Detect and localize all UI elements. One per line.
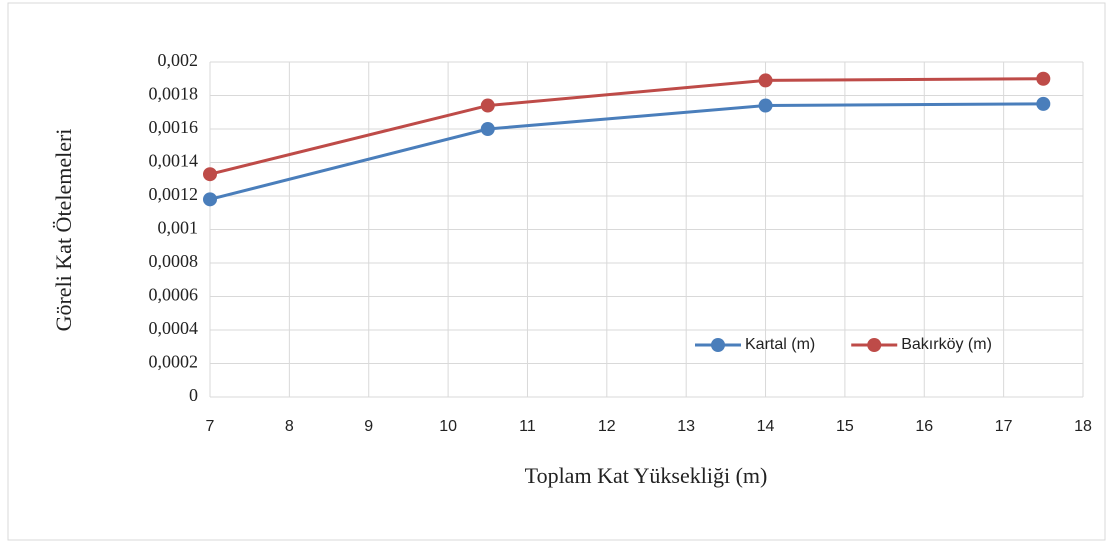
x-tick-label: 12 bbox=[598, 418, 616, 435]
y-tick-label: 0,0006 bbox=[149, 285, 199, 305]
y-tick-label: 0,0012 bbox=[149, 184, 199, 204]
x-tick-label: 10 bbox=[439, 418, 457, 435]
point bbox=[480, 98, 495, 113]
series-line bbox=[209, 77, 1044, 176]
x-tick-label: 9 bbox=[364, 418, 373, 435]
chart-border bbox=[7, 2, 1106, 541]
x-tick-label: 17 bbox=[995, 418, 1013, 435]
point bbox=[1036, 71, 1051, 86]
y-axis-title: Göreli Kat Ötelemeleri bbox=[51, 129, 76, 332]
y-tick-label: 0,0018 bbox=[149, 84, 199, 104]
y-tick-label: 0,0004 bbox=[149, 318, 199, 338]
x-tick-label: 7 bbox=[206, 418, 215, 435]
x-tick-label: 18 bbox=[1074, 418, 1092, 435]
y-tick-label: 0,002 bbox=[158, 50, 199, 70]
legend-label: Kartal (m) bbox=[745, 336, 815, 353]
point bbox=[1036, 96, 1051, 111]
y-tick-label: 0,0008 bbox=[149, 251, 199, 271]
y-tick-label: 0 bbox=[189, 385, 198, 405]
point bbox=[480, 122, 495, 136]
point bbox=[758, 98, 773, 113]
x-tick-label: 8 bbox=[285, 418, 294, 435]
y-tick-label: 0,0016 bbox=[149, 117, 199, 137]
x-tick-label: 11 bbox=[519, 418, 536, 435]
point bbox=[758, 73, 773, 88]
legend-marker bbox=[711, 338, 725, 352]
y-tick-label: 0,0014 bbox=[149, 151, 199, 171]
x-tick-label: 13 bbox=[677, 418, 695, 435]
x-tick-label: 16 bbox=[915, 418, 933, 435]
legend-marker bbox=[867, 338, 882, 352]
x-tick-label: 15 bbox=[836, 418, 854, 435]
legend-label: Bakırköy (m) bbox=[901, 336, 992, 353]
point bbox=[203, 192, 217, 207]
series-line bbox=[209, 102, 1044, 201]
y-tick-label: 0,001 bbox=[158, 218, 199, 238]
y-tick-label: 0,0002 bbox=[149, 352, 199, 372]
x-tick-label: 14 bbox=[757, 418, 775, 435]
point bbox=[203, 167, 217, 182]
x-axis-title: Toplam Kat Yüksekliği (m) bbox=[525, 463, 768, 488]
